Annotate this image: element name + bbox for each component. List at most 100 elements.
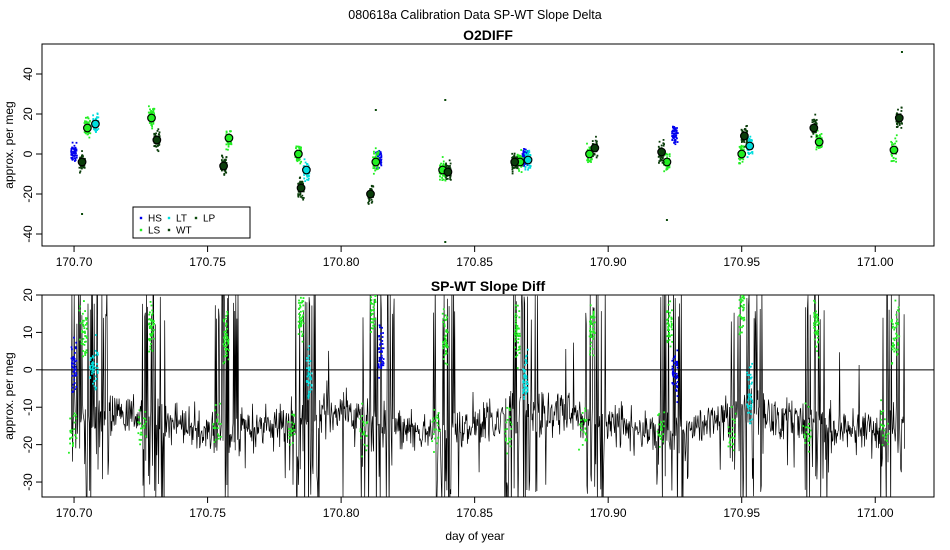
- calibration-point: [747, 393, 750, 396]
- calibration-point: [742, 306, 745, 309]
- data-point: [527, 164, 530, 167]
- data-point: [520, 149, 523, 151]
- calibration-point: [751, 401, 754, 404]
- calibration-point: [223, 320, 225, 323]
- data-point: [379, 152, 382, 155]
- calibration-point: [584, 432, 587, 435]
- calibration-point: [739, 298, 742, 301]
- data-point: [150, 123, 153, 126]
- calibration-point: [892, 345, 895, 348]
- y-tick-label: 0: [21, 150, 35, 157]
- calibration-point: [593, 316, 596, 319]
- calibration-point: [308, 382, 311, 384]
- calibration-point: [371, 312, 374, 315]
- calibration-point: [149, 322, 151, 325]
- calibration-point: [516, 304, 519, 307]
- calibration-point: [431, 440, 434, 443]
- calibration-point: [92, 382, 94, 385]
- calibration-point: [306, 357, 308, 359]
- calibration-point: [435, 428, 437, 431]
- calibration-point: [747, 399, 750, 402]
- calibration-point: [743, 318, 746, 321]
- data-point: [673, 130, 675, 133]
- calibration-point: [382, 332, 384, 334]
- calibration-point: [442, 358, 445, 360]
- calibration-point: [225, 322, 228, 325]
- data-point: [449, 175, 452, 178]
- calibration-point: [83, 344, 86, 346]
- data-point: [375, 153, 378, 156]
- calibration-point: [669, 345, 672, 348]
- calibration-point: [750, 403, 753, 406]
- calibration-point: [226, 310, 229, 313]
- outlier-point: [665, 219, 668, 221]
- calibration-point: [741, 306, 744, 309]
- calibration-point: [885, 433, 888, 436]
- data-point: [221, 154, 223, 157]
- calibration-point: [149, 339, 151, 342]
- calibration-point: [590, 330, 592, 333]
- calibration-point: [584, 419, 586, 422]
- calibration-point: [891, 362, 894, 364]
- data-point: [898, 124, 901, 126]
- x-axis-label: day of year: [445, 529, 504, 543]
- data-point: [150, 121, 153, 124]
- data-point: [659, 159, 662, 162]
- calibration-point: [890, 320, 893, 323]
- calibration-point: [592, 310, 595, 313]
- calibration-point: [675, 382, 678, 385]
- calibration-point: [675, 372, 678, 375]
- calibration-point: [444, 344, 447, 347]
- legend-swatch: [139, 216, 143, 220]
- data-point: [97, 116, 100, 119]
- data-point: [891, 155, 893, 157]
- data-point: [744, 128, 746, 131]
- calibration-point: [82, 350, 84, 352]
- calibration-point: [516, 325, 519, 327]
- calibration-point: [509, 421, 512, 424]
- data-point: [812, 120, 815, 123]
- calibration-point: [657, 414, 660, 417]
- calibration-point: [73, 360, 76, 363]
- data-point: [97, 127, 100, 130]
- calibration-point: [661, 428, 663, 431]
- data-point: [529, 153, 532, 156]
- calibration-point: [361, 433, 364, 436]
- calibration-point: [360, 437, 363, 440]
- data-point: [586, 142, 588, 145]
- calibration-point: [662, 440, 665, 443]
- calibration-point: [741, 299, 743, 302]
- calibration-point: [379, 350, 382, 353]
- data-point: [812, 132, 815, 135]
- data-point: [70, 151, 73, 154]
- data-point: [74, 159, 77, 162]
- data-point: [513, 152, 516, 155]
- calibration-point: [510, 438, 512, 440]
- calibration-point: [675, 389, 677, 392]
- figure-suptitle: 080618a Calibration Data SP-WT Slope Del…: [348, 8, 601, 22]
- calibration-point: [739, 315, 742, 318]
- calibration-point: [93, 365, 96, 368]
- calibration-point: [526, 348, 529, 351]
- data-point: [523, 156, 525, 159]
- calibration-point: [149, 342, 152, 345]
- calibration-point: [742, 324, 745, 327]
- data-point: [373, 152, 375, 155]
- calibration-point: [895, 349, 898, 351]
- data-point: [445, 162, 447, 165]
- data-point: [661, 161, 664, 164]
- calibration-point: [71, 348, 73, 351]
- calibration-point: [747, 407, 750, 410]
- data-point: [300, 196, 302, 198]
- calibration-point: [299, 296, 302, 299]
- calibration-point: [83, 300, 85, 302]
- data-point: [229, 130, 231, 133]
- data-point: [297, 193, 300, 196]
- data-point: [298, 159, 300, 162]
- data-point: [739, 158, 741, 161]
- data-point: [740, 144, 743, 147]
- data-point: [660, 156, 663, 159]
- calibration-point: [370, 327, 373, 330]
- data-point: [71, 151, 74, 153]
